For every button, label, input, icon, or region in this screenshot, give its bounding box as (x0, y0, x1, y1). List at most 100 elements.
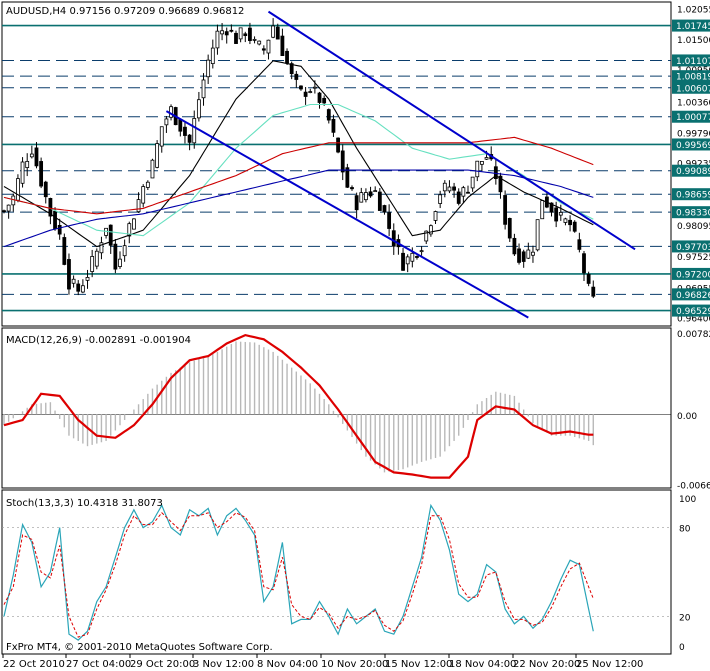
candle-body (266, 39, 271, 54)
level-label-box (672, 240, 710, 253)
candle-body (178, 119, 183, 132)
stoch-tick-label: 20 (679, 613, 691, 623)
candle-body (507, 218, 512, 239)
candle-body (192, 118, 197, 144)
candle-body (424, 230, 429, 242)
level-label-box (672, 138, 710, 151)
candle-body (285, 50, 289, 64)
candle-body (336, 137, 340, 153)
copyright-label: FxPro MT4, © 2001-2010 MetaQuotes Softwa… (6, 642, 273, 653)
candle-body (57, 224, 62, 235)
candle-body (71, 278, 76, 284)
candle-body (2, 210, 6, 213)
time-tick-label: 15 Nov 12:00 (385, 659, 452, 670)
candle-body (25, 160, 30, 168)
candle-body (345, 167, 350, 188)
candle-body (201, 79, 206, 99)
candle-body (410, 252, 415, 262)
moving-average-red (3, 136, 594, 215)
level-label-box (672, 304, 710, 317)
candle-body (53, 210, 57, 230)
stoch-main-line (3, 503, 594, 641)
time-tick-label: 25 Nov 12:00 (576, 659, 643, 670)
candle-body (340, 150, 345, 173)
candle-body (368, 191, 373, 197)
level-label-box (672, 164, 710, 177)
candle-body (438, 194, 443, 204)
level-label: 0.99569 (676, 141, 710, 151)
candle-body (466, 191, 470, 194)
macd-label: MACD(12,26,9) -0.002891 -0.001904 (6, 335, 191, 346)
macd-tick-label: -0.00667 (677, 482, 710, 492)
candle-body (326, 109, 331, 121)
stoch-signal-line (3, 512, 594, 638)
candle-body (159, 126, 164, 147)
level-label-box (672, 267, 710, 280)
candle-body (452, 186, 456, 191)
level-label: 0.98659 (676, 191, 710, 201)
level-label: 0.98330 (676, 209, 710, 219)
candle-body (67, 259, 71, 290)
candle-body (238, 27, 243, 40)
candle-body (308, 91, 313, 93)
price-tick-label: 0.96400 (677, 315, 710, 325)
level-label-box (672, 70, 710, 83)
stoch-tick-label: 100 (679, 495, 696, 505)
candle-body (29, 153, 34, 158)
price-axis: 1.020551.015001.009501.003600.997900.992… (672, 6, 710, 325)
price-tick-label: 0.98095 (677, 222, 710, 232)
candle-body (271, 25, 276, 38)
time-tick-label: 10 Nov 20:00 (321, 659, 388, 670)
candle-body (20, 161, 25, 184)
stochastic-panel: 100 80 20 0 (2, 495, 696, 653)
main-panel-frame (1, 1, 672, 327)
candle-body (85, 277, 90, 281)
candle-body (563, 218, 568, 223)
candle-body (234, 32, 238, 44)
channel-trendline-0 (165, 110, 529, 319)
candle-body (382, 205, 387, 213)
candle-body (136, 199, 141, 213)
level-label-box (672, 81, 710, 94)
candle-body (480, 161, 484, 165)
candle-body (428, 225, 433, 235)
macd-tick-label: 0.00782 (677, 330, 710, 340)
time-tick-label: 29 Oct 20:00 (130, 659, 195, 670)
candle-body (187, 134, 192, 143)
candle-body (554, 207, 559, 222)
candle-body (498, 175, 503, 193)
price-tick-label: 1.02055 (677, 6, 710, 16)
stoch-tick-label: 80 (679, 525, 691, 535)
candle-body (280, 35, 285, 56)
candle-body (248, 27, 252, 41)
level-label-box (672, 19, 710, 32)
candle-body (118, 258, 122, 267)
candle-body (94, 250, 99, 267)
candle-body (535, 219, 540, 251)
candle-body (145, 181, 150, 188)
macd-panel: 0.00782 0.00 -0.00667 (2, 330, 710, 492)
macd-panel-frame (1, 327, 672, 489)
candle-body (591, 286, 596, 297)
candle-body (224, 31, 229, 36)
candle-body (461, 187, 466, 197)
candle-body (206, 59, 211, 78)
macd-tick-label: 0.00 (677, 412, 697, 422)
candle-body (317, 92, 322, 103)
candle-body (122, 245, 127, 257)
candle-body (484, 157, 489, 160)
candle-body (582, 253, 586, 274)
candle-body (6, 204, 11, 212)
candle-body (377, 191, 382, 211)
time-tick-label: 8 Nov 04:00 (257, 659, 318, 670)
level-label: 1.01107 (676, 57, 710, 67)
candle-body (294, 73, 299, 80)
candle-body (141, 186, 146, 204)
candle-body (549, 202, 554, 213)
candle-body (48, 198, 53, 217)
candle-body (132, 218, 136, 230)
